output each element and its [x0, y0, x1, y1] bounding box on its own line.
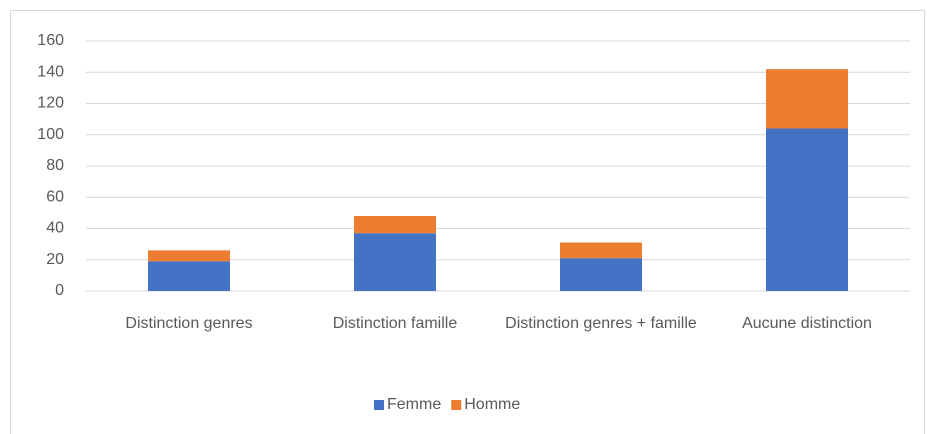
y-tick-label: 0 — [55, 282, 64, 299]
chart-border — [10, 10, 925, 434]
legend-swatch — [374, 400, 384, 410]
y-tick-label: 100 — [37, 126, 64, 143]
bar-segment — [354, 216, 436, 234]
bar-segment — [560, 242, 642, 259]
y-tick-label: 40 — [46, 220, 64, 237]
y-tick-label: 160 — [37, 32, 64, 49]
bar-segment — [148, 250, 230, 262]
bar-segment — [766, 128, 848, 291]
y-tick-label: 60 — [46, 188, 64, 205]
y-tick-label: 140 — [37, 63, 64, 80]
x-tick-label: Distinction famille — [332, 315, 458, 332]
x-tick-label: Aucune distinction — [742, 315, 872, 332]
y-tick-label: 80 — [46, 157, 64, 174]
x-tick-label: Distinction genres — [125, 315, 253, 332]
bar-segment — [148, 261, 230, 291]
bar-segment — [354, 233, 436, 291]
y-tick-label: 120 — [37, 95, 64, 112]
bar-segment — [560, 258, 642, 291]
x-tick-label: Distinction genres + famille — [505, 315, 697, 332]
legend-swatch — [451, 400, 462, 410]
bar-segment — [766, 69, 848, 129]
legend-label: Homme — [464, 396, 520, 413]
legend-label: Femme — [387, 396, 441, 413]
y-tick-label: 20 — [46, 251, 64, 268]
